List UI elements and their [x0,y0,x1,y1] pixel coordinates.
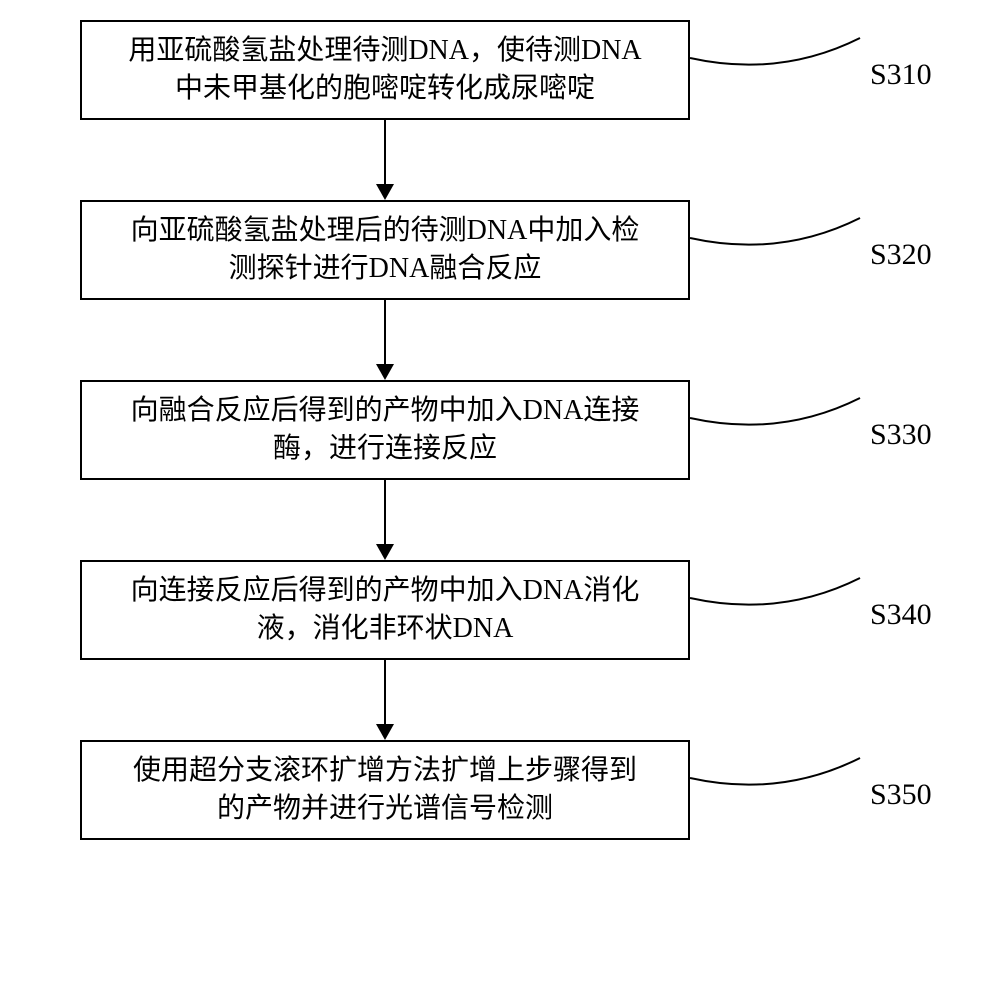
flow-step: 向亚硫酸氢盐处理后的待测DNA中加入检测探针进行DNA融合反应S320 [80,200,920,300]
flow-box-line: 测探针进行DNA融合反应 [229,250,542,288]
step-label: S350 [870,778,932,812]
flow-box-line: 向融合反应后得到的产物中加入DNA连接 [131,392,640,430]
step-label: S330 [870,418,932,452]
flow-arrow [80,660,690,740]
callout-curve [690,570,870,630]
callout-curve [690,210,870,270]
flow-box: 向融合反应后得到的产物中加入DNA连接酶，进行连接反应 [80,380,690,480]
flow-step: 向融合反应后得到的产物中加入DNA连接酶，进行连接反应S330 [80,380,920,480]
flow-step: 使用超分支滚环扩增方法扩增上步骤得到的产物并进行光谱信号检测S350 [80,740,920,840]
callout-curve [690,390,870,450]
flow-box: 向亚硫酸氢盐处理后的待测DNA中加入检测探针进行DNA融合反应 [80,200,690,300]
flow-box-line: 用亚硫酸氢盐处理待测DNA，使待测DNA [128,32,641,70]
flow-box: 用亚硫酸氢盐处理待测DNA，使待测DNA中未甲基化的胞嘧啶转化成尿嘧啶 [80,20,690,120]
flow-box: 使用超分支滚环扩增方法扩增上步骤得到的产物并进行光谱信号检测 [80,740,690,840]
flow-box-line: 使用超分支滚环扩增方法扩增上步骤得到 [133,752,637,790]
flow-step: 用亚硫酸氢盐处理待测DNA，使待测DNA中未甲基化的胞嘧啶转化成尿嘧啶S310 [80,20,920,120]
flow-box-line: 向连接反应后得到的产物中加入DNA消化 [131,572,640,610]
flow-arrow [80,480,690,560]
flow-box-line: 酶，进行连接反应 [273,430,497,468]
flow-box: 向连接反应后得到的产物中加入DNA消化液，消化非环状DNA [80,560,690,660]
step-label: S340 [870,598,932,632]
step-label: S310 [870,58,932,92]
flow-arrow [80,300,690,380]
flowchart-container: 用亚硫酸氢盐处理待测DNA，使待测DNA中未甲基化的胞嘧啶转化成尿嘧啶S310 向… [80,20,920,840]
flow-box-line: 液，消化非环状DNA [257,610,514,648]
flow-box-line: 中未甲基化的胞嘧啶转化成尿嘧啶 [175,70,595,108]
flow-arrow [80,120,690,200]
flow-box-line: 向亚硫酸氢盐处理后的待测DNA中加入检 [131,212,640,250]
callout-curve [690,750,870,810]
flow-step: 向连接反应后得到的产物中加入DNA消化液，消化非环状DNAS340 [80,560,920,660]
flow-box-line: 的产物并进行光谱信号检测 [217,790,553,828]
step-label: S320 [870,238,932,272]
callout-curve [690,30,870,90]
